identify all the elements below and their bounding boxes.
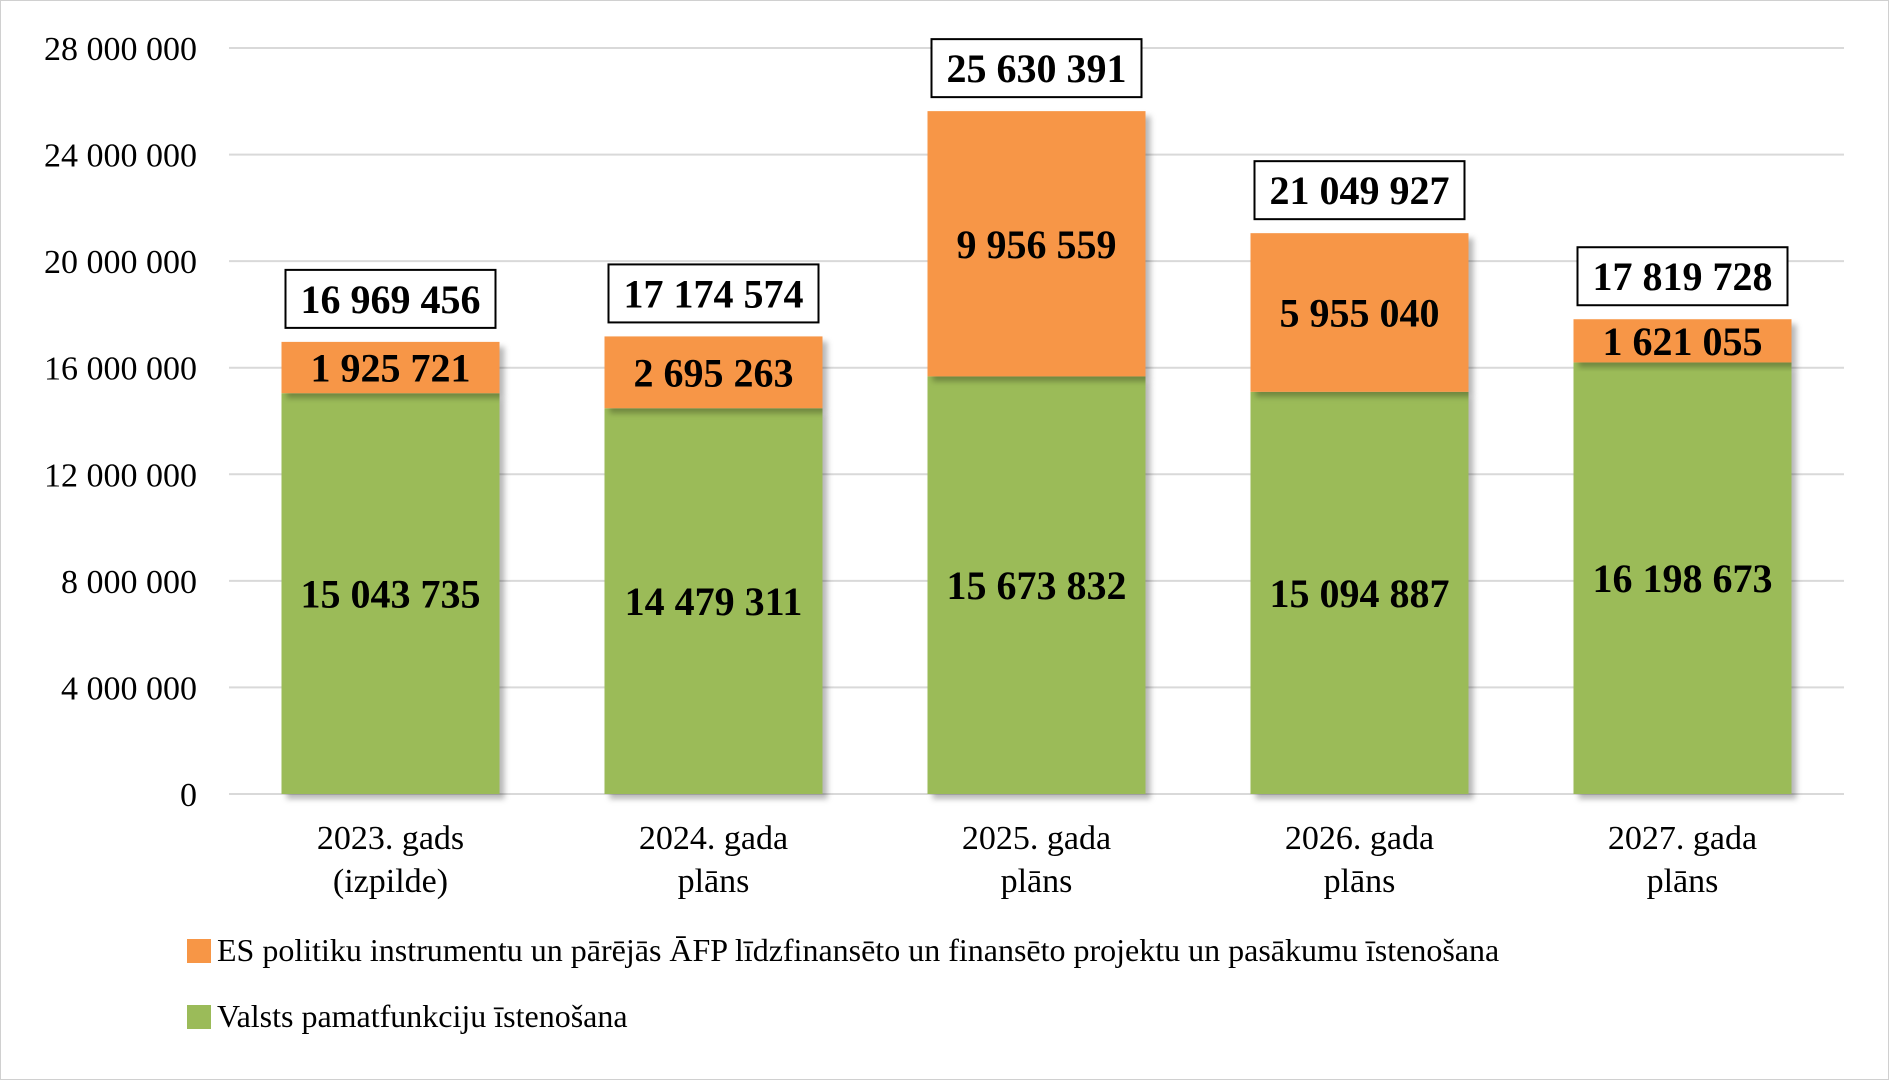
y-tick-label: 0: [180, 777, 197, 814]
total-value-label: 21 049 927: [1270, 168, 1450, 213]
bar-segment-valsts-4: [1573, 362, 1792, 794]
segment-value-label: 14 479 311: [625, 579, 803, 624]
total-value-label: 16 969 456: [301, 277, 481, 322]
total-label-box: [930, 38, 1143, 99]
x-category-label: plāns: [1647, 863, 1719, 900]
bar-segment-es-0: [281, 341, 500, 394]
segment-value-label: 15 673 832: [947, 563, 1127, 608]
segment-value-label: 9 956 559: [957, 222, 1117, 267]
segment-value-label: 15 094 887: [1270, 571, 1450, 616]
legend-swatch: [187, 939, 211, 963]
legend-swatch: [187, 1005, 211, 1029]
bar-segment-es-4: [1573, 319, 1792, 363]
bar-segment-valsts-3: [1250, 391, 1469, 794]
segment-value-label: 16 198 673: [1593, 556, 1773, 601]
x-category-label: (izpilde): [333, 863, 448, 900]
total-label-box: [607, 263, 820, 324]
segment-value-label: 5 955 040: [1280, 290, 1440, 335]
x-category-label: 2026. gada: [1285, 820, 1434, 857]
x-category-label: 2027. gada: [1608, 820, 1757, 857]
x-category-label: 2025. gada: [962, 820, 1111, 857]
total-label-box: [284, 268, 497, 329]
segment-value-label: 1 925 721: [311, 346, 471, 391]
total-value-label: 17 819 728: [1593, 254, 1773, 299]
x-category-label: 2023. gads: [317, 820, 464, 857]
y-tick-label: 12 000 000: [44, 457, 197, 494]
bars: [281, 111, 1792, 794]
bar-segment-valsts-2: [927, 376, 1146, 794]
total-value-label: 17 174 574: [624, 271, 804, 316]
y-tick-label: 24 000 000: [44, 138, 197, 175]
y-tick-label: 8 000 000: [61, 564, 197, 601]
total-label-box: [1576, 246, 1789, 307]
y-tick-label: 4 000 000: [61, 670, 197, 707]
y-axis-ticks: 0 4 000 000 8 000 000 12 000 000 16 000 000 2…: [44, 31, 197, 814]
legend-label: Valsts pamatfunkciju īstenošana: [217, 998, 628, 1034]
bar-segment-valsts-0: [281, 393, 500, 794]
y-tick-label: 16 000 000: [44, 351, 197, 388]
x-category-label: 2024. gada: [639, 820, 788, 857]
x-category-label: plāns: [678, 863, 750, 900]
segment-value-label: 1 621 055: [1603, 319, 1763, 364]
x-category-label: plāns: [1001, 863, 1073, 900]
legend: ES politiku instrumentu un pārējās ĀFP l…: [187, 932, 1499, 1034]
total-label-box: [1253, 160, 1466, 221]
legend-label: ES politiku instrumentu un pārējās ĀFP l…: [217, 932, 1499, 968]
segment-value-label: 2 695 263: [634, 350, 794, 395]
data-labels: 15 043 735 1 925 721 16 969 456 14 479 311 2…: [284, 38, 1789, 624]
x-axis-categories: 2023. gads (izpilde) 2024. gada plāns 2025. …: [317, 820, 1757, 900]
total-value-label: 25 630 391: [947, 46, 1127, 91]
bar-segment-es-3: [1250, 233, 1469, 392]
bar-segment-es-1: [604, 336, 823, 409]
y-tick-label: 28 000 000: [44, 31, 197, 68]
bar-segment-es-2: [927, 111, 1146, 377]
x-category-label: plāns: [1324, 863, 1396, 900]
bar-segment-valsts-1: [604, 408, 823, 794]
y-tick-label: 20 000 000: [44, 244, 197, 281]
segment-value-label: 15 043 735: [301, 572, 481, 617]
